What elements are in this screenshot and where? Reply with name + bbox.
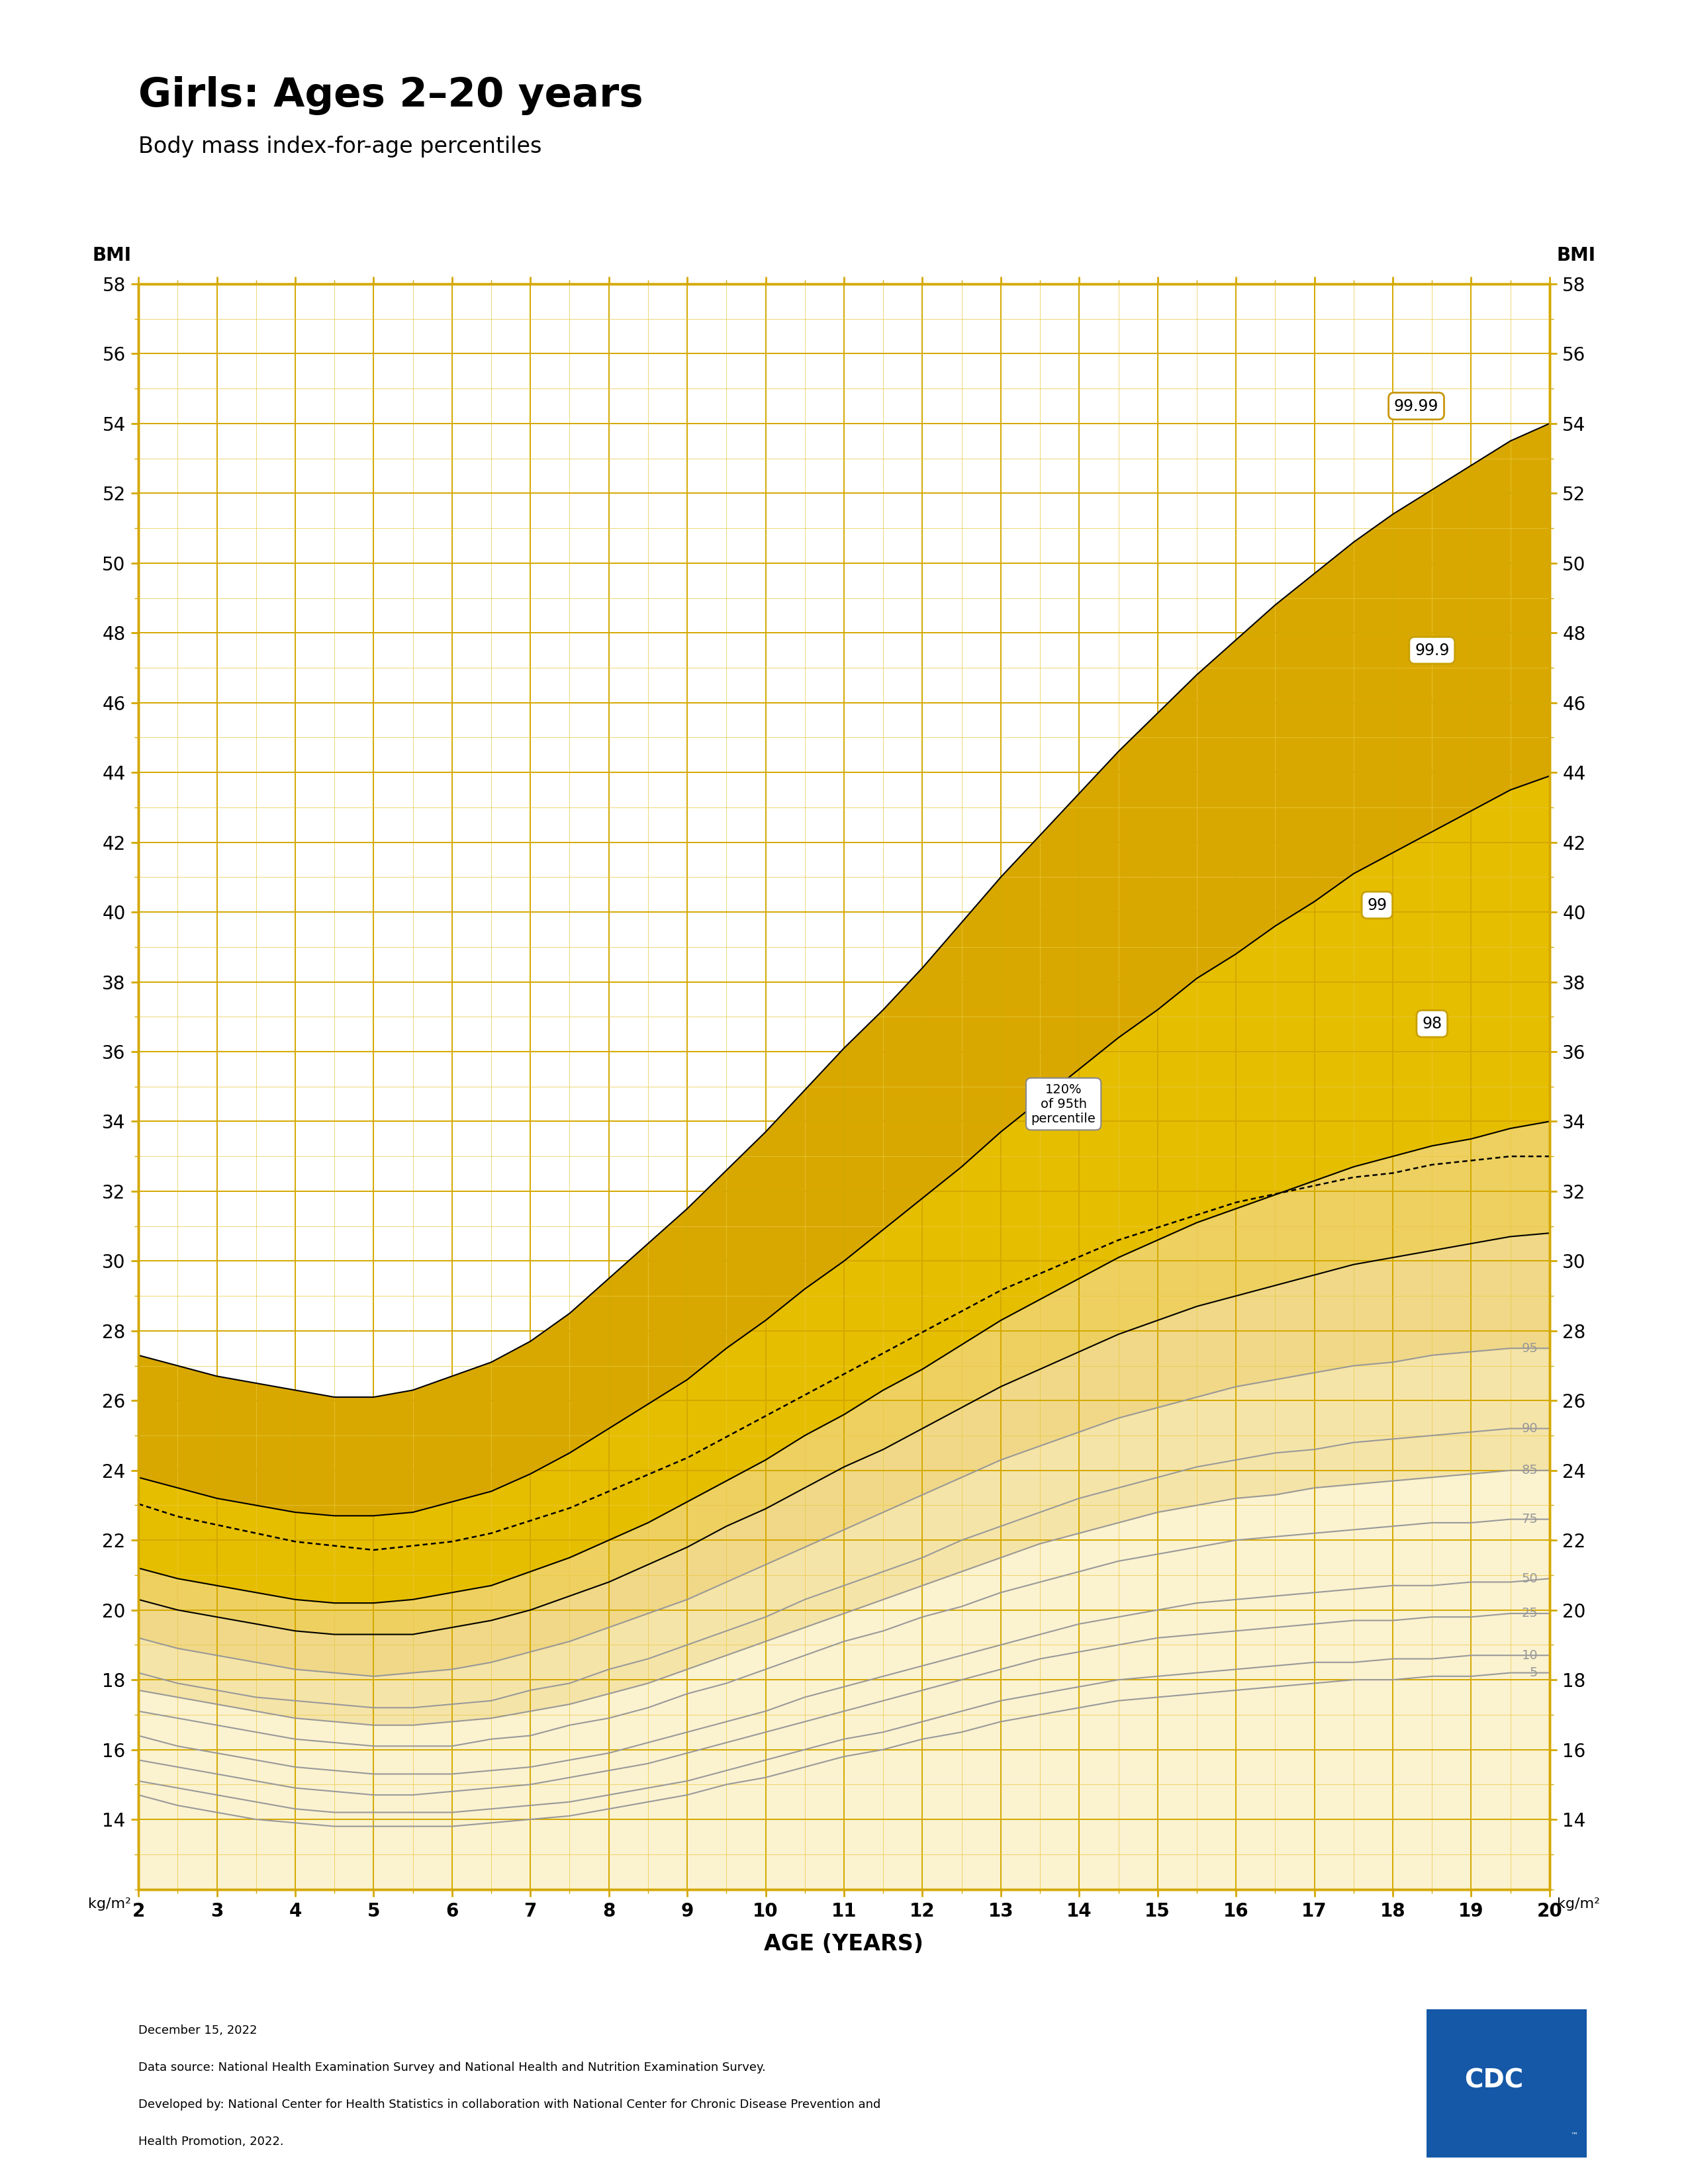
Text: 85: 85	[1521, 1463, 1538, 1476]
Text: kg/m²: kg/m²	[1556, 1898, 1600, 1911]
Text: 10: 10	[1521, 1649, 1538, 1662]
Text: 50: 50	[1521, 1572, 1538, 1586]
X-axis label: AGE (YEARS): AGE (YEARS)	[765, 1933, 923, 1955]
Text: Health Promotion, 2022.: Health Promotion, 2022.	[138, 2136, 284, 2147]
Text: 90: 90	[1521, 1422, 1538, 1435]
Text: Data source: National Health Examination Survey and National Health and Nutritio: Data source: National Health Examination…	[138, 2062, 766, 2073]
Text: 75: 75	[1521, 1514, 1538, 1527]
Text: 99.99: 99.99	[1394, 397, 1438, 415]
Text: December 15, 2022: December 15, 2022	[138, 2025, 257, 2035]
Text: CDC: CDC	[1463, 2068, 1523, 2092]
Text: 99: 99	[1367, 898, 1388, 913]
Text: kg/m²: kg/m²	[88, 1898, 132, 1911]
Text: Developed by: National Center for Health Statistics in collaboration with Nation: Developed by: National Center for Health…	[138, 2099, 881, 2110]
Text: 95: 95	[1521, 1341, 1538, 1354]
Text: 5: 5	[1529, 1666, 1538, 1679]
Text: 98: 98	[1421, 1016, 1442, 1031]
Text: 99.9: 99.9	[1415, 642, 1450, 657]
Text: Girls: Ages 2–20 years: Girls: Ages 2–20 years	[138, 76, 643, 116]
Text: BMI: BMI	[93, 247, 132, 264]
Text: ™: ™	[1570, 2132, 1578, 2138]
Text: BMI: BMI	[1556, 247, 1595, 264]
Text: 25: 25	[1521, 1607, 1538, 1621]
Text: Body mass index-for-age percentiles: Body mass index-for-age percentiles	[138, 135, 542, 157]
Text: 120%
of 95th
percentile: 120% of 95th percentile	[1031, 1083, 1096, 1125]
